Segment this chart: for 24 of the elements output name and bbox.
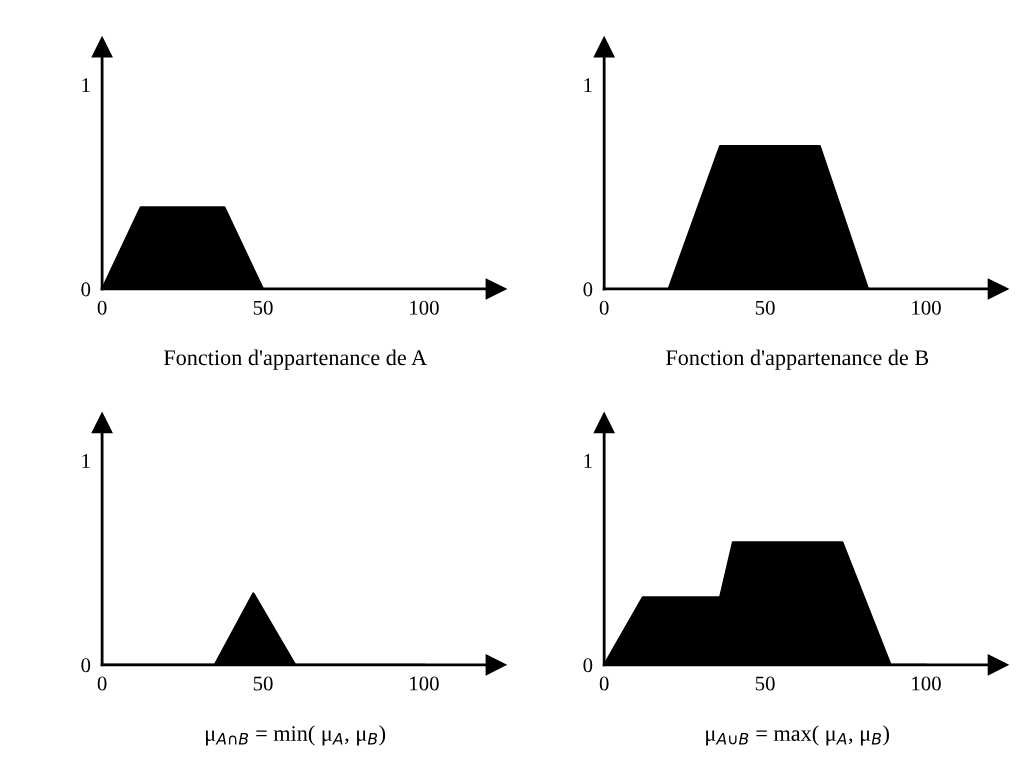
x-tick-label: 50 bbox=[253, 300, 273, 315]
y-tick-label: 1 bbox=[584, 454, 592, 468]
y-tick-label: 1 bbox=[82, 78, 90, 92]
x-tick-label: 0 bbox=[97, 300, 107, 315]
x-tick-label: 100 bbox=[912, 300, 941, 315]
x-tick-label: 100 bbox=[410, 300, 439, 315]
x-tick-label: 0 bbox=[97, 676, 107, 691]
y-tick-label: 0 bbox=[583, 658, 593, 673]
x-tick-label: 50 bbox=[755, 676, 775, 691]
x-axis-title: μ$_{A∩B}$ = min( μ$_{A}$, μ$_{B}$) bbox=[206, 725, 386, 746]
y-tick-label: 0 bbox=[81, 658, 91, 673]
x-tick-label: 50 bbox=[755, 300, 775, 315]
y-tick-label: 0 bbox=[81, 282, 91, 297]
y-tick-label: 0 bbox=[583, 282, 593, 297]
y-tick-label: 1 bbox=[584, 78, 592, 92]
y-tick-label: 1 bbox=[82, 454, 90, 468]
x-tick-label: 0 bbox=[599, 300, 609, 315]
x-tick-label: 0 bbox=[599, 676, 609, 691]
x-axis-title: μ$_{A∪B}$ = max( μ$_{A}$, μ$_{B}$) bbox=[706, 725, 889, 746]
x-tick-label: 100 bbox=[410, 676, 439, 691]
x-tick-label: 50 bbox=[253, 676, 273, 691]
x-axis-title: Fonction d'appartenance de B bbox=[666, 349, 929, 370]
x-tick-label: 100 bbox=[912, 676, 941, 691]
x-axis-title: Fonction d'appartenance de A bbox=[163, 349, 427, 370]
